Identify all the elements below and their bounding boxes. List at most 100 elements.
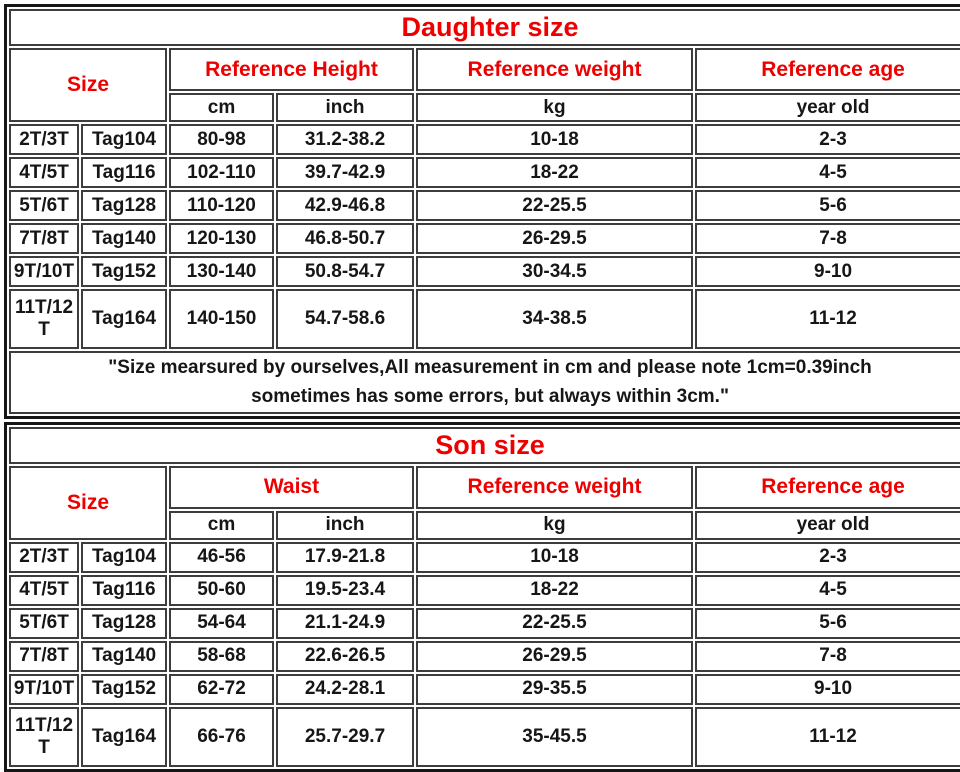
size-cell: 4T/5T	[9, 157, 79, 188]
son-size-table: Son size Size Waist Reference weight Ref…	[4, 421, 960, 772]
son-subheader-cm: cm	[169, 510, 274, 540]
note-line-2: sometimes has some errors, but always wi…	[251, 386, 729, 408]
inch-cell: 46.8-50.7	[276, 223, 414, 254]
size-cell: 5T/6T	[9, 607, 79, 639]
tag-cell: Tag152	[81, 256, 167, 287]
daughter-header-size: Size	[9, 48, 167, 122]
size-cell: 5T/6T	[9, 190, 79, 221]
size-cell: 9T/10T	[9, 256, 79, 287]
inch-cell: 50.8-54.7	[276, 256, 414, 287]
size-cell: 2T/3T	[9, 124, 79, 155]
inch-cell: 19.5-23.4	[276, 574, 414, 606]
inch-cell: 22.6-26.5	[276, 640, 414, 672]
measurement-note: "Size mearsured by ourselves,All measure…	[9, 351, 960, 414]
table-row: 2T/3T Tag104 80-98 31.2-38.2 10-18 2-3	[9, 124, 960, 155]
age-cell: 5-6	[695, 607, 960, 639]
kg-cell: 29-35.5	[416, 673, 693, 705]
inch-cell: 21.1-24.9	[276, 607, 414, 639]
size-cell: 9T/10T	[9, 673, 79, 705]
daughter-header-reference-height: Reference Height	[169, 48, 414, 91]
tag-cell: Tag152	[81, 673, 167, 705]
son-subheader-year-old: year old	[695, 510, 960, 540]
tag-cell: Tag104	[81, 541, 167, 573]
table-row: 11T/12T Tag164 66-76 25.7-29.7 35-45.5 1…	[9, 706, 960, 767]
daughter-subheader-cm: cm	[169, 93, 274, 122]
kg-cell: 18-22	[416, 157, 693, 188]
tag-cell: Tag140	[81, 223, 167, 254]
kg-cell: 26-29.5	[416, 640, 693, 672]
cm-cell: 102-110	[169, 157, 274, 188]
tag-cell: Tag104	[81, 124, 167, 155]
age-cell: 5-6	[695, 190, 960, 221]
cm-cell: 80-98	[169, 124, 274, 155]
son-header-waist: Waist	[169, 465, 414, 509]
daughter-header-reference-weight: Reference weight	[416, 48, 693, 91]
son-table-title: Son size	[9, 426, 960, 464]
daughter-table-body: 2T/3T Tag104 80-98 31.2-38.2 10-18 2-3 4…	[9, 124, 960, 414]
age-cell: 4-5	[695, 574, 960, 606]
daughter-subheader-inch: inch	[276, 93, 414, 122]
son-header-size: Size	[9, 465, 167, 540]
son-subheader-inch: inch	[276, 510, 414, 540]
table-row: 9T/10T Tag152 130-140 50.8-54.7 30-34.5 …	[9, 256, 960, 287]
table-row: 5T/6T Tag128 110-120 42.9-46.8 22-25.5 5…	[9, 190, 960, 221]
kg-cell: 26-29.5	[416, 223, 693, 254]
age-cell: 7-8	[695, 640, 960, 672]
cm-cell: 46-56	[169, 541, 274, 573]
tag-cell: Tag116	[81, 157, 167, 188]
tag-cell: Tag128	[81, 607, 167, 639]
size-cell: 11T/12T	[9, 706, 79, 767]
son-header-reference-weight: Reference weight	[416, 465, 693, 509]
table-row: 2T/3T Tag104 46-56 17.9-21.8 10-18 2-3	[9, 541, 960, 573]
cm-cell: 50-60	[169, 574, 274, 606]
cm-cell: 110-120	[169, 190, 274, 221]
daughter-table-title: Daughter size	[9, 9, 960, 46]
age-cell: 2-3	[695, 541, 960, 573]
note-line-1: "Size mearsured by ourselves,All measure…	[108, 357, 872, 378]
age-cell: 9-10	[695, 256, 960, 287]
size-cell: 7T/8T	[9, 640, 79, 672]
inch-cell: 54.7-58.6	[276, 289, 414, 349]
cm-cell: 62-72	[169, 673, 274, 705]
inch-cell: 39.7-42.9	[276, 157, 414, 188]
inch-cell: 17.9-21.8	[276, 541, 414, 573]
tag-cell: Tag164	[81, 706, 167, 767]
table-row: 11T/12T Tag164 140-150 54.7-58.6 34-38.5…	[9, 289, 960, 349]
size-cell: 7T/8T	[9, 223, 79, 254]
cm-cell: 66-76	[169, 706, 274, 767]
tag-cell: Tag116	[81, 574, 167, 606]
kg-cell: 34-38.5	[416, 289, 693, 349]
tag-cell: Tag164	[81, 289, 167, 349]
age-cell: 2-3	[695, 124, 960, 155]
table-row: 9T/10T Tag152 62-72 24.2-28.1 29-35.5 9-…	[9, 673, 960, 705]
kg-cell: 22-25.5	[416, 607, 693, 639]
inch-cell: 31.2-38.2	[276, 124, 414, 155]
age-cell: 9-10	[695, 673, 960, 705]
son-table-body: 2T/3T Tag104 46-56 17.9-21.8 10-18 2-3 4…	[9, 541, 960, 767]
kg-cell: 18-22	[416, 574, 693, 606]
cm-cell: 130-140	[169, 256, 274, 287]
size-cell: 4T/5T	[9, 574, 79, 606]
kg-cell: 10-18	[416, 124, 693, 155]
table-row: 7T/8T Tag140 58-68 22.6-26.5 26-29.5 7-8	[9, 640, 960, 672]
kg-cell: 22-25.5	[416, 190, 693, 221]
kg-cell: 30-34.5	[416, 256, 693, 287]
age-cell: 4-5	[695, 157, 960, 188]
cm-cell: 140-150	[169, 289, 274, 349]
inch-cell: 42.9-46.8	[276, 190, 414, 221]
daughter-header-reference-age: Reference age	[695, 48, 960, 91]
cm-cell: 54-64	[169, 607, 274, 639]
kg-cell: 35-45.5	[416, 706, 693, 767]
age-cell: 11-12	[695, 289, 960, 349]
tag-cell: Tag140	[81, 640, 167, 672]
kg-cell: 10-18	[416, 541, 693, 573]
size-cell: 11T/12T	[9, 289, 79, 349]
table-row: 4T/5T Tag116 50-60 19.5-23.4 18-22 4-5	[9, 574, 960, 606]
table-row: 4T/5T Tag116 102-110 39.7-42.9 18-22 4-5	[9, 157, 960, 188]
table-row: 5T/6T Tag128 54-64 21.1-24.9 22-25.5 5-6	[9, 607, 960, 639]
daughter-size-table: Daughter size Size Reference Height Refe…	[4, 4, 960, 419]
cm-cell: 58-68	[169, 640, 274, 672]
tag-cell: Tag128	[81, 190, 167, 221]
table-row: 7T/8T Tag140 120-130 46.8-50.7 26-29.5 7…	[9, 223, 960, 254]
inch-cell: 24.2-28.1	[276, 673, 414, 705]
